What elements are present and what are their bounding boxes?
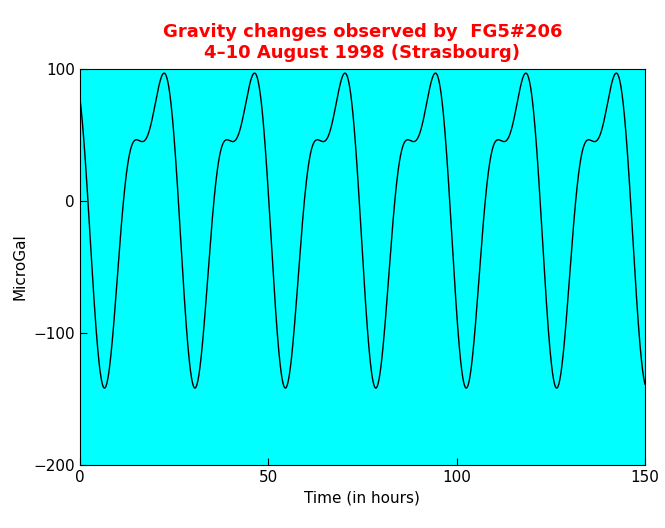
X-axis label: Time (in hours): Time (in hours)	[305, 490, 420, 505]
Y-axis label: MicroGal: MicroGal	[13, 233, 28, 300]
Title: Gravity changes observed by  FG5#206
4–10 August 1998 (Strasbourg): Gravity changes observed by FG5#206 4–10…	[163, 23, 562, 62]
